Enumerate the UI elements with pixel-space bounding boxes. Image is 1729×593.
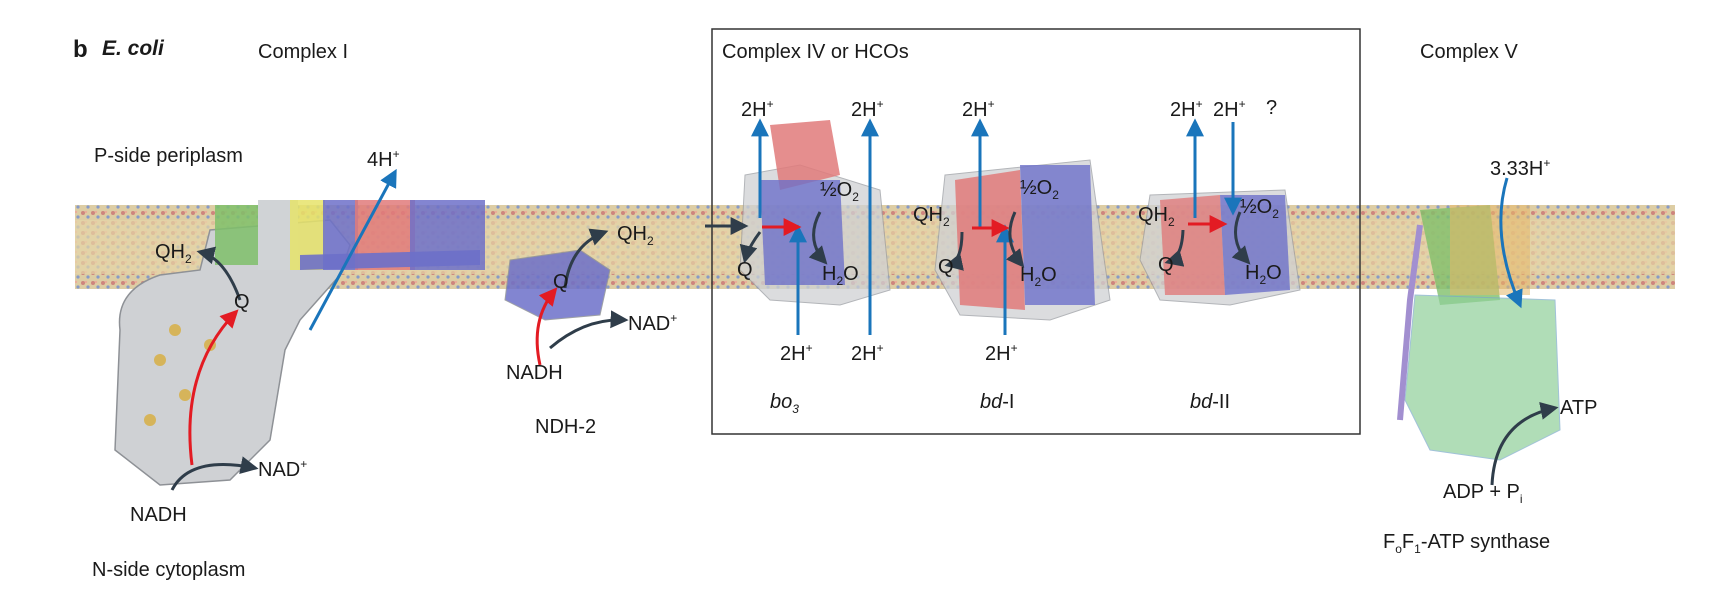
atp-synthase-label: FoF1-ATP synthase <box>1383 531 1551 556</box>
bd2-o2-label: ½O2 <box>1240 196 1279 221</box>
complex-v-adp-label: ADP + Pi <box>1443 481 1523 506</box>
bd2-h2o-label: H2O <box>1245 262 1282 287</box>
bd2-o2-arrow <box>1231 211 1251 265</box>
complex-i-nad-label: NAD+ <box>258 457 308 481</box>
complex-i-q-label: Q <box>234 291 250 313</box>
organism-label: E. coli <box>102 37 164 60</box>
bo3-h2o-label: H2O <box>822 263 859 288</box>
ndh2-nadh-arrow <box>549 310 629 350</box>
bd2-top-right-proton: 2H+ <box>1213 97 1246 121</box>
bd2-q-label: Q <box>1158 254 1174 276</box>
complex-i-q-arrow <box>196 246 242 301</box>
bd1-name-label: bd-I <box>980 391 1015 413</box>
ndh2-q-arrow <box>563 228 609 289</box>
bd1-qh2-label: QH2 <box>913 204 950 229</box>
bo3-o2-arrow <box>808 211 828 265</box>
bo3-protein <box>739 120 891 306</box>
complex-i-nadh-label: NADH <box>130 504 187 526</box>
atp-synthase-protein <box>1397 205 1561 461</box>
bd2-name-label: bd-II <box>1190 391 1231 413</box>
bd2-top-left-proton: 2H+ <box>1170 97 1203 121</box>
electron-arrows <box>188 215 1228 466</box>
reaction-arrows <box>170 211 1559 491</box>
complex-v-title: Complex V <box>1420 41 1518 63</box>
bo3-o2-label: ½O2 <box>820 179 859 204</box>
ndh2-nadh-label: NADH <box>506 362 563 384</box>
bd2-q-arrow <box>1164 229 1185 267</box>
complex-i-qh2-label: QH2 <box>155 241 192 266</box>
bd1-q-label: Q <box>938 256 954 278</box>
complex-iv-box <box>711 28 1361 435</box>
n-side-label: N-side cytoplasm <box>92 559 246 581</box>
bd1-h2o-label: H2O <box>1020 264 1057 289</box>
complex-i-proton-arrow <box>308 168 397 331</box>
complex-v-proton-arrow <box>1499 177 1523 309</box>
complex-v-atp-arrow <box>1490 402 1559 486</box>
bd2-question-mark: ? <box>1266 97 1278 119</box>
ndh2-electron-arrow <box>535 287 558 366</box>
bd1-top-proton: 2H+ <box>962 97 995 121</box>
complex-i-protein <box>114 200 485 486</box>
bd1-o2-label: ½O2 <box>1020 177 1059 202</box>
p-side-label: P-side periplasm <box>94 145 243 167</box>
complex-iv-title: Complex IV or HCOs <box>722 41 909 63</box>
ndh2-q-label: Q <box>553 271 569 293</box>
bd2-qh2-label: QH2 <box>1138 204 1175 229</box>
complex-i-protons-label: 4H+ <box>367 147 400 171</box>
ndh2-nad-label: NAD+ <box>628 311 678 335</box>
bd1-bottom-proton: 2H+ <box>985 341 1018 365</box>
ndh2-name-label: NDH-2 <box>535 416 597 438</box>
bo3-bottom-left-proton: 2H+ <box>780 341 813 365</box>
complex-i-title: Complex I <box>258 41 349 63</box>
bo3-q-label: Q <box>737 259 753 281</box>
bd1-q-arrow <box>944 231 964 271</box>
bo3-top-left-proton: 2H+ <box>741 97 774 121</box>
complex-i-electron-arrow <box>188 309 239 466</box>
bd1-o2-arrow <box>1005 211 1025 268</box>
bd2-protein <box>1139 189 1301 306</box>
bo3-q-arrow <box>739 231 762 264</box>
panel-letter: b <box>73 36 88 63</box>
complex-v-atp-label: ATP <box>1560 397 1598 419</box>
ndh2-qh2-label: QH2 <box>617 223 654 248</box>
bo3-name-label: bo3 <box>770 391 799 416</box>
bo3-bottom-right-proton: 2H+ <box>851 341 884 365</box>
complex-i-nadh-arrow <box>170 456 259 491</box>
bo3-top-right-proton: 2H+ <box>851 97 884 121</box>
complex-v-protons-label: 3.33H+ <box>1490 156 1551 180</box>
proton-arrows <box>308 118 1523 335</box>
